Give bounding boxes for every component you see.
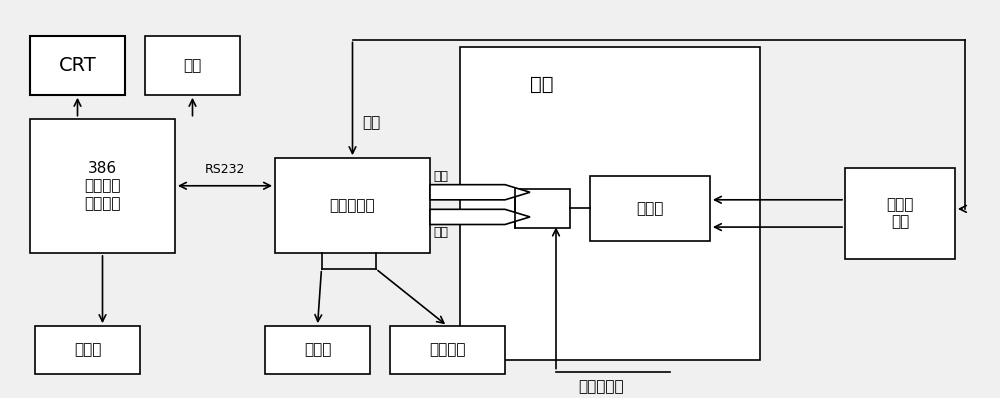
Bar	[35, 326, 140, 373]
Bar	[590, 176, 710, 241]
Text: 386
微机数据
处理系统: 386 微机数据 处理系统	[84, 161, 121, 211]
Text: 幢内: 幢内	[433, 226, 448, 240]
Bar	[515, 189, 570, 228]
Bar	[275, 158, 430, 253]
Bar	[390, 326, 505, 373]
Text: 温度传感器: 温度传感器	[578, 379, 624, 394]
Bar	[265, 326, 370, 373]
Polygon shape	[430, 185, 530, 200]
Text: RS232: RS232	[205, 163, 245, 176]
Text: 功率: 功率	[363, 115, 381, 130]
Text: 打印机: 打印机	[74, 342, 101, 357]
Bar	[30, 35, 125, 95]
Bar	[845, 168, 955, 259]
Text: CRT: CRT	[59, 56, 96, 75]
Bar	[145, 35, 240, 95]
Text: 温度采集器: 温度采集器	[330, 198, 375, 213]
Text: 键盘: 键盘	[183, 58, 202, 73]
Text: 温控通
断器: 温控通 断器	[886, 197, 914, 230]
Bar	[30, 119, 175, 253]
Text: 车幢: 车幢	[530, 75, 554, 94]
Text: 打印机: 打印机	[304, 342, 331, 357]
Text: 调功器: 调功器	[636, 201, 664, 216]
Polygon shape	[430, 209, 530, 224]
Text: 显示面板: 显示面板	[429, 342, 466, 357]
Text: 幢外: 幢外	[433, 170, 448, 183]
Bar	[460, 47, 760, 360]
